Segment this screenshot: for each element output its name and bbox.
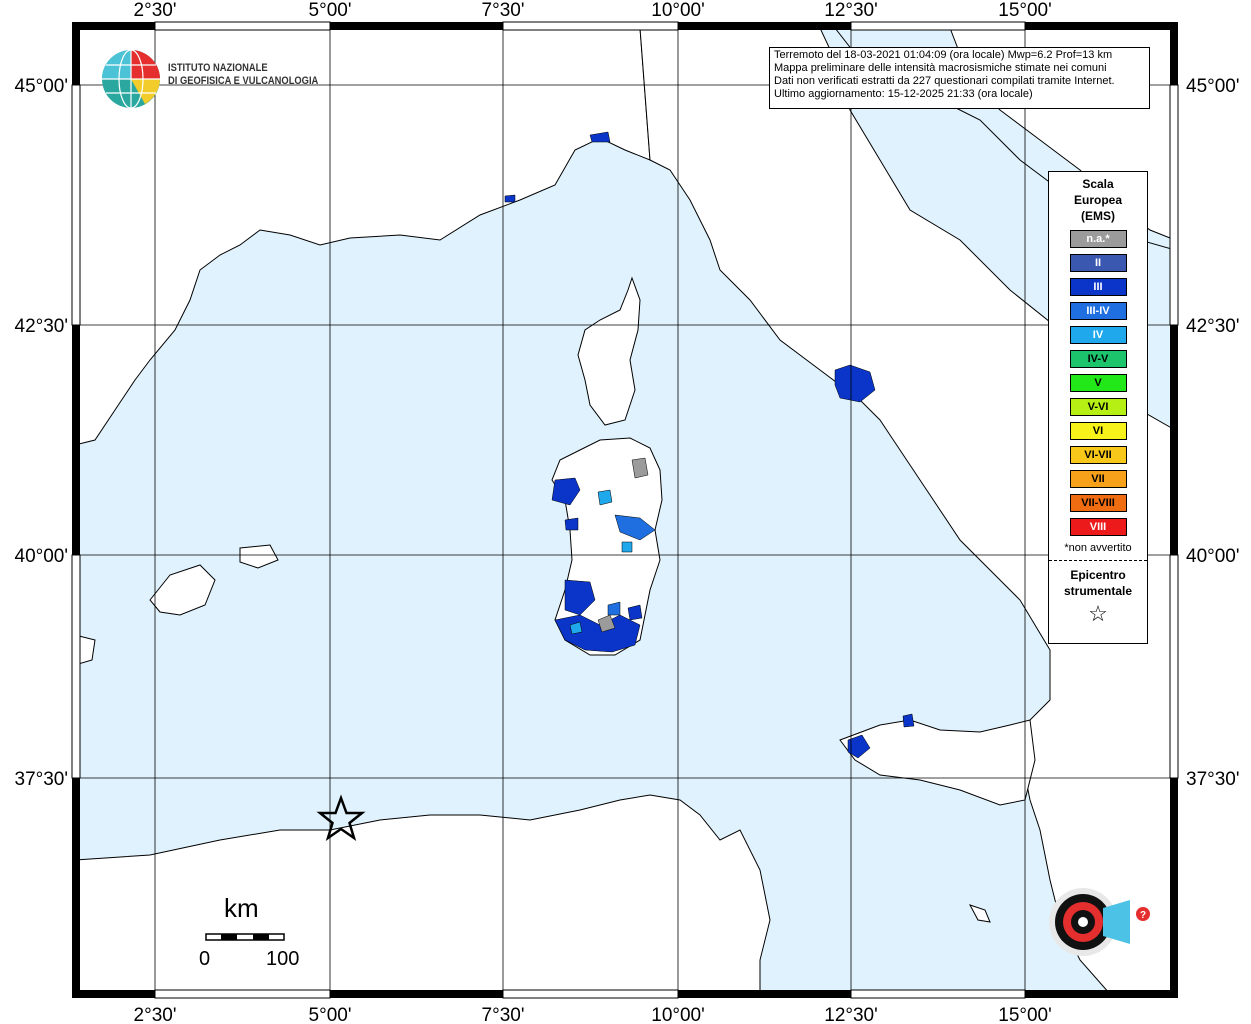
legend-item: IV-V xyxy=(1069,350,1127,368)
lat-labels-right: 45°00' 42°30' 40°00' 37°30' xyxy=(1186,76,1240,790)
scale-end: 100 xyxy=(266,948,300,970)
area-iv-1 xyxy=(597,489,613,506)
area-na-1 xyxy=(631,457,649,479)
lon-label: 7°30' xyxy=(482,1005,525,1024)
malta xyxy=(968,904,991,923)
map-description: Mappa preliminare delle intensità macros… xyxy=(774,62,1107,74)
epicenter-legend-icon: ☆ xyxy=(1088,601,1108,626)
legend-item: VIII xyxy=(1069,518,1127,536)
area-iii-roma xyxy=(834,364,876,403)
ems-legend: Scala Europea (EMS) n.a.* II III III-IV IV IV… xyxy=(1048,171,1148,644)
area-iii-nw-sardinia xyxy=(551,477,581,506)
legend-item: VII xyxy=(1069,470,1127,488)
legend-item: n.a.* xyxy=(1069,230,1127,248)
globe-icon xyxy=(102,49,160,109)
legend-item: VI-VII xyxy=(1069,446,1127,464)
svg-text:?: ? xyxy=(1140,910,1146,921)
lat-label: 40°00' xyxy=(1186,546,1240,567)
area-iv-3 xyxy=(569,621,583,635)
lon-label: 10°00' xyxy=(651,0,705,21)
ingv-logo: ISTITUTO NAZIONALE DI GEOFISICA E VULCAN… xyxy=(100,48,320,110)
lat-label: 40°00' xyxy=(15,546,69,567)
legend-item: III-IV xyxy=(1069,302,1127,320)
scale-start: 0 xyxy=(199,948,211,970)
data-note: Dati non verificati estratti da 227 ques… xyxy=(774,75,1115,87)
legend-title-line: Europea xyxy=(1073,193,1122,207)
ingv-line1: ISTITUTO NAZIONALE xyxy=(168,62,268,74)
legend-items: n.a.* II III III-IV IV IV-V V V-VI VI VI-VII VII VI… xyxy=(1049,230,1147,536)
area-iii-palermo xyxy=(902,713,915,728)
lat-label: 37°30' xyxy=(15,769,69,790)
lon-label: 15°00' xyxy=(998,0,1052,21)
target-icon: ? xyxy=(1049,888,1150,956)
haisentito-logo: ? xyxy=(1025,860,1155,990)
legend-item: II xyxy=(1069,254,1127,272)
legend-epicenter-line: Epicentro xyxy=(1070,568,1126,582)
legend-item: V-VI xyxy=(1069,398,1127,416)
area-iii-iv-1 xyxy=(614,514,656,541)
lon-label: 7°30' xyxy=(482,0,525,21)
lat-label: 45°00' xyxy=(1186,76,1240,97)
lon-label: 5°00' xyxy=(309,0,352,21)
menorca xyxy=(239,544,279,569)
legend-item: VII-VIII xyxy=(1069,494,1127,512)
legend-item: IV xyxy=(1069,326,1127,344)
lon-labels-bottom: 2°30' 5°00' 7°30' 10°00' 12°30' 15°00' xyxy=(134,1005,1052,1024)
area-iii-nice xyxy=(504,194,516,203)
lat-labels-left: 45°00' 42°30' 40°00' 37°30' xyxy=(15,76,69,790)
area-iii-iv-2 xyxy=(607,601,621,616)
epicenter-star-icon xyxy=(316,794,366,842)
intensity-areas xyxy=(504,131,915,759)
legend-divider xyxy=(1049,560,1147,561)
lat-label: 42°30' xyxy=(15,316,69,337)
lat-label: 37°30' xyxy=(1186,769,1240,790)
area-iii-trapani xyxy=(847,734,871,759)
area-iv-2 xyxy=(621,541,633,553)
legend-item: VI xyxy=(1069,422,1127,440)
map-frame xyxy=(71,21,1179,999)
event-info-box: Terremoto del 18-03-2021 01:04:09 (ora l… xyxy=(769,47,1150,109)
area-iii-2 xyxy=(564,517,579,531)
legend-note: *non avvertito xyxy=(1064,542,1132,554)
scale-bar xyxy=(205,933,285,941)
legend-epicenter-label: Epicentro strumentale xyxy=(1049,567,1147,599)
legend-title-line: (EMS) xyxy=(1081,209,1115,223)
legend-epicenter-line: strumentale xyxy=(1063,584,1133,598)
ingv-line2: DI GEOFISICA E VULCANOLOGIA xyxy=(168,75,319,87)
lon-label: 10°00' xyxy=(651,1005,705,1024)
sicily xyxy=(839,719,1036,806)
area-na-2 xyxy=(597,614,616,633)
event-title: Terremoto del 18-03-2021 01:04:09 (ora l… xyxy=(774,49,1113,61)
corsica xyxy=(577,276,641,426)
legend-item: III xyxy=(1069,278,1127,296)
legend-item: V xyxy=(1069,374,1127,392)
lon-label: 15°00' xyxy=(998,1005,1052,1024)
north-africa xyxy=(74,794,771,995)
lon-labels-top: 2°30' 5°00' 7°30' 10°00' 12°30' 15°00' xyxy=(134,0,1052,21)
lon-label: 2°30' xyxy=(134,0,177,21)
lon-label: 2°30' xyxy=(134,1005,177,1024)
lon-label: 12°30' xyxy=(824,0,878,21)
lon-label: 12°30' xyxy=(824,1005,878,1024)
legend-title: Scala Europea (EMS) xyxy=(1049,176,1147,224)
legend-title-line: Scala xyxy=(1082,177,1114,191)
ingv-name: ISTITUTO NAZIONALE DI GEOFISICA E VULCAN… xyxy=(168,62,318,88)
area-iii-4 xyxy=(627,604,643,621)
mallorca xyxy=(149,564,216,616)
lon-label: 5°00' xyxy=(309,1005,352,1024)
last-update: Ultimo aggiornamento: 15-12-2025 21:33 (… xyxy=(774,88,1033,100)
area-iii-genova xyxy=(589,131,611,143)
scale-unit: km xyxy=(224,893,259,923)
lat-label: 45°00' xyxy=(15,76,69,97)
area-iii-3 xyxy=(564,579,596,616)
lat-label: 42°30' xyxy=(1186,316,1240,337)
